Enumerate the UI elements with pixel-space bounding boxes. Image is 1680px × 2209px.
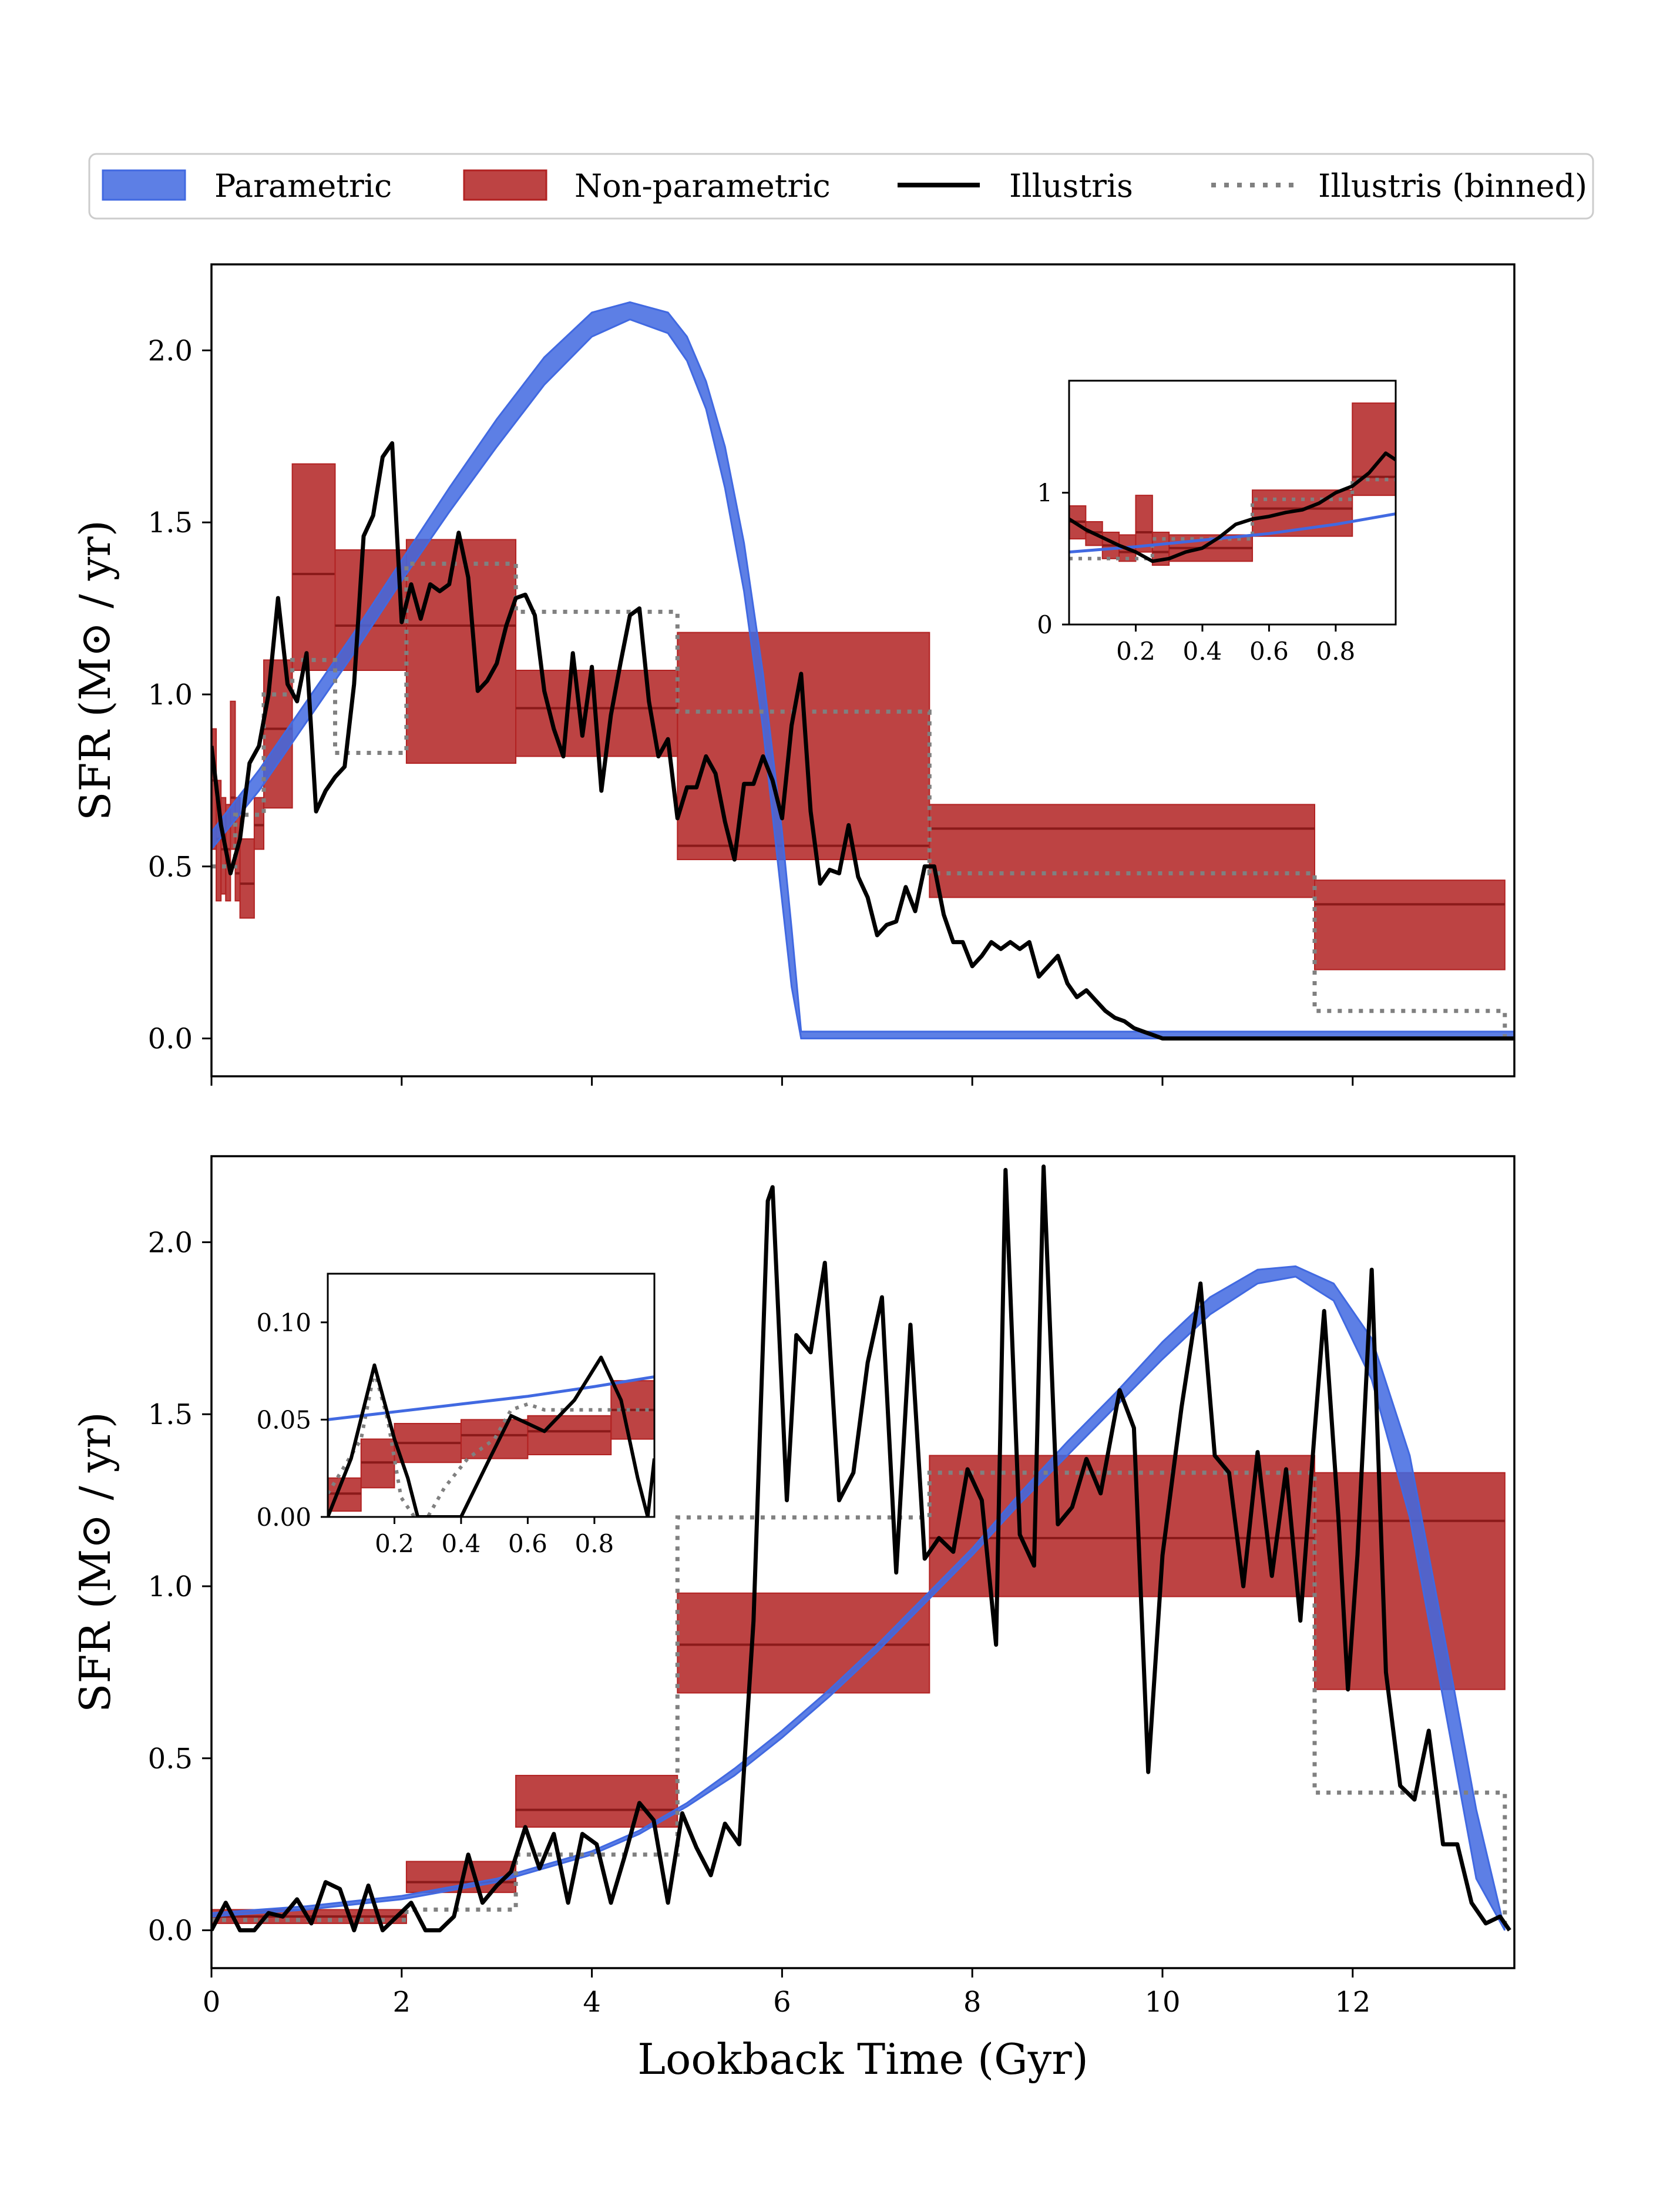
top-inset-x-tick-label-1: 0.4: [1183, 637, 1222, 666]
top-inset-nonparametric-bin-4: [1135, 495, 1153, 553]
bottom-inset-parametric-line: [328, 1375, 654, 1421]
bottom-inset-y-tick-label-2: 0.10: [256, 1308, 311, 1337]
top-inset-x-tick-label-0: 0.2: [1116, 637, 1155, 666]
top-nonparametric-bin-15: [1314, 879, 1506, 971]
bottom-y-axis-label: SFR (M⊙ / yr): [70, 1412, 120, 1713]
top-inset-x-tick-label-3: 0.8: [1316, 637, 1355, 666]
bottom-inset-y-tick-label-0: 0.00: [256, 1503, 311, 1532]
top-illustris-line: [211, 441, 1514, 1041]
top-inset-frame: [1068, 380, 1397, 626]
top-parametric-band: [211, 301, 1514, 1040]
bottom-inset-illustris-line: [328, 1355, 654, 1517]
legend-label-parametric: Parametric: [214, 167, 392, 204]
top-nonparametric-bin-6: [239, 838, 255, 919]
top-illustris-line: [211, 441, 1514, 1041]
top-y-tick-label-2: 1.0: [148, 679, 193, 711]
legend-label-illustris-binned: Illustris (binned): [1318, 167, 1587, 204]
bottom-x-tick-label-5: 10: [1144, 1986, 1180, 2019]
bottom-y-tick-label-2: 1.0: [148, 1570, 193, 1603]
top-inset-illustris-binned-line: [1069, 478, 1396, 560]
bottom-illustris-line: [211, 1164, 1511, 1933]
bottom-inset-x-tick-label-2: 0.6: [508, 1529, 547, 1558]
bottom-y-tick-label-3: 1.5: [148, 1398, 193, 1431]
bottom-y-tick-label-0: 0.0: [148, 1915, 193, 1948]
top-inset: 0.2 0.4 0.6 0.8 01: [1037, 380, 1397, 666]
top-nonparametric-bin-9: [291, 463, 336, 671]
top-axes-frame: [210, 263, 1516, 1077]
bottom-x-ticks: 0 2 4 6 8 10 12: [203, 1968, 1370, 2019]
legend-swatch-parametric: [102, 169, 186, 201]
top-inset-x-ticks: 0.2 0.4 0.6 0.8: [1116, 625, 1355, 666]
top-y-tick-label-0: 0.0: [148, 1023, 193, 1056]
top-y-axis-label: SFR (M⊙ / yr): [70, 520, 120, 821]
bottom-illustris-binned: [211, 1471, 1507, 1931]
bottom-x-tick-label-4: 8: [963, 1986, 982, 2019]
top-y-tick-label-1: 0.5: [148, 851, 193, 884]
bottom-inset: 0.2 0.4 0.6 0.8 0.00 0.05 0.10: [256, 1273, 656, 1558]
top-y-tick-label-3: 1.5: [148, 506, 193, 539]
bottom-x-tick-label-1: 2: [393, 1986, 411, 2019]
bottom-parametric-band: [211, 1265, 1506, 1931]
top-x-ticks: [210, 1076, 1354, 1086]
top-inset-y-ticks: 01: [1037, 479, 1069, 639]
top-inset-illustris-binned: [1069, 478, 1396, 560]
top-nonparametric-bin-14: [929, 804, 1316, 898]
legend: Parametric Non-parametric Illustris Illu…: [88, 153, 1594, 220]
bottom-nonparametric-band: [211, 1455, 1506, 1924]
top-nonparametric-bin-13: [677, 632, 930, 861]
bottom-inset-x-tick-label-0: 0.2: [375, 1529, 414, 1558]
legend-label-nonparametric: Non-parametric: [574, 167, 831, 204]
bottom-y-ticks: 0.0 0.5 1.0 1.5 2.0: [148, 1226, 211, 1948]
bottom-nonparametric-bin-3: [677, 1592, 930, 1694]
legend-swatch-nonparametric: [463, 169, 547, 201]
bottom-inset-x-tick-label-3: 0.8: [574, 1529, 614, 1558]
bottom-inset-y-ticks: 0.00 0.05 0.10: [256, 1308, 328, 1532]
top-panel: 0.00.51.01.52.0 SFR (M⊙ / yr) 0.2 0.4 0.6 0…: [70, 263, 1516, 1086]
bottom-x-tick-label-0: 0: [203, 1986, 221, 2019]
top-inset-y-tick-label-1: 1: [1037, 479, 1053, 508]
bottom-inset-y-tick-label-1: 0.05: [256, 1405, 311, 1434]
bottom-x-tick-label-2: 4: [583, 1986, 601, 2019]
legend-label-illustris: Illustris: [1009, 167, 1133, 204]
bottom-inset-frame: [327, 1273, 656, 1518]
top-nonparametric-bin-4: [230, 700, 236, 850]
top-y-ticks: 0.0 0.5 1.0 1.5 2.0: [148, 334, 211, 1056]
top-nonparametric-bin-11: [405, 539, 517, 764]
top-inset-illustris-line: [1069, 451, 1396, 563]
bottom-illustris-binned-line: [211, 1471, 1507, 1931]
bottom-y-tick-label-1: 0.5: [148, 1743, 193, 1775]
bottom-inset-x-tick-label-1: 0.4: [442, 1529, 481, 1558]
top-inset-illustris-line: [1069, 451, 1396, 563]
bottom-panel: 0 2 4 6 8 10 12 0.00.51.01.52.0 SFR (M⊙ / yr) …: [70, 1155, 1516, 2084]
bottom-inset-x-ticks: 0.2 0.4 0.6 0.8: [375, 1517, 614, 1558]
top-inset-x-tick-label-2: 0.6: [1249, 637, 1289, 666]
bottom-inset-nonparametric-bin-4: [527, 1415, 612, 1456]
bottom-inset-parametric-line: [328, 1375, 654, 1421]
top-nonparametric-band: [211, 463, 1506, 971]
top-nonparametric-bin-7: [253, 797, 265, 850]
bottom-y-tick-label-4: 2.0: [148, 1226, 193, 1259]
bottom-x-tick-label-3: 6: [773, 1986, 791, 2019]
bottom-axes-frame: [210, 1155, 1516, 1969]
top-y-tick-label-4: 2.0: [148, 334, 193, 367]
bottom-inset-illustris-line: [328, 1355, 654, 1517]
top-parametric-band: [211, 301, 1514, 1040]
x-axis-label: Lookback Time (Gyr): [637, 2035, 1088, 2084]
bottom-illustris-line: [211, 1164, 1511, 1933]
top-inset-y-tick-label-0: 0: [1037, 610, 1053, 639]
bottom-x-tick-label-6: 12: [1335, 1986, 1370, 2019]
bottom-parametric-band: [211, 1265, 1506, 1931]
